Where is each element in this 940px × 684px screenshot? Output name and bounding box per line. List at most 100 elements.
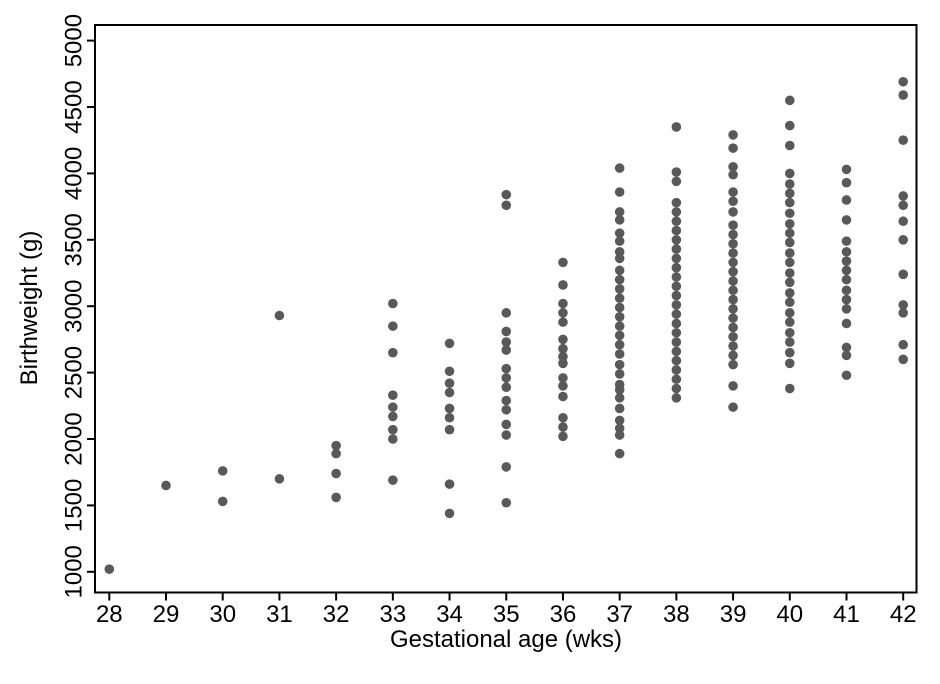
data-point [614,265,625,276]
data-point [671,176,682,187]
data-point [614,330,625,341]
y-tick-label: 1500 [60,479,87,532]
data-point [728,313,738,323]
data-point [728,266,738,277]
data-point [614,349,625,359]
data-point [671,122,682,132]
data-point [841,236,852,246]
data-point [217,496,228,507]
data-point [444,479,455,489]
data-point [728,341,738,351]
data-point [728,285,738,296]
data-point [784,248,795,258]
data-point [671,374,682,385]
data-point [388,298,398,309]
data-point [501,345,512,355]
data-point [331,468,341,479]
data-point [728,248,738,258]
x-tick-label: 41 [833,601,860,628]
data-point [444,378,455,389]
data-point [444,508,455,519]
data-point [898,191,908,201]
data-point [671,365,682,375]
data-point [898,90,908,100]
y-tick-label: 1000 [60,545,87,598]
data-point [614,302,625,313]
data-point [614,339,625,350]
data-point [671,337,682,347]
data-point [558,334,568,345]
data-point [614,393,625,403]
x-tick-label: 32 [323,601,350,628]
data-point [501,382,512,393]
data-point [841,246,852,257]
data-point [784,268,795,278]
data-point [898,308,908,318]
y-tick-label: 3500 [60,213,87,266]
data-point [784,358,795,369]
data-point [841,318,852,329]
data-point [501,189,512,200]
data-point [898,269,908,280]
data-point [501,308,512,318]
data-point [784,219,795,229]
data-point [898,339,908,350]
data-point [558,317,568,327]
data-point [784,208,795,219]
data-point [784,257,795,268]
data-point [784,95,795,106]
data-point [671,197,682,208]
data-point [501,462,512,472]
x-tick-label: 29 [153,601,180,628]
data-point [784,197,795,208]
data-point [728,294,738,305]
data-point [614,359,625,370]
data-point [614,423,625,434]
data-point [614,415,625,426]
data-point [728,276,738,286]
data-point [558,308,568,318]
data-point [728,359,738,370]
data-point [784,317,795,327]
data-point [558,280,568,290]
y-tick-label: 3000 [60,280,87,333]
y-tick-label: 4500 [60,80,87,133]
data-point [784,337,795,347]
data-point [728,161,738,172]
data-point [671,253,682,264]
data-point [558,373,568,383]
data-point [614,369,625,379]
data-point [444,387,455,398]
data-point [728,229,738,240]
data-point [728,331,738,342]
data-point [728,169,738,180]
data-point [728,220,738,230]
data-point [784,297,795,308]
data-point [841,256,852,266]
data-point [501,430,512,440]
data-point [671,290,682,301]
x-tick-label: 30 [209,601,236,628]
data-point [501,363,512,374]
data-point [841,370,852,381]
data-point [728,322,738,333]
data-point [784,347,795,358]
data-point [558,381,568,391]
data-point [501,326,512,337]
data-point [614,385,625,395]
data-point [784,140,795,151]
data-point [898,216,908,227]
data-point [671,383,682,394]
data-point [501,419,512,430]
data-point [558,422,568,432]
x-tick-label: 40 [776,601,803,628]
data-point [728,207,738,217]
data-point [671,244,682,254]
data-point [501,373,512,383]
data-point [728,187,738,197]
data-point [388,424,398,435]
data-point [388,402,398,412]
data-point [614,312,625,322]
data-point [784,188,795,199]
